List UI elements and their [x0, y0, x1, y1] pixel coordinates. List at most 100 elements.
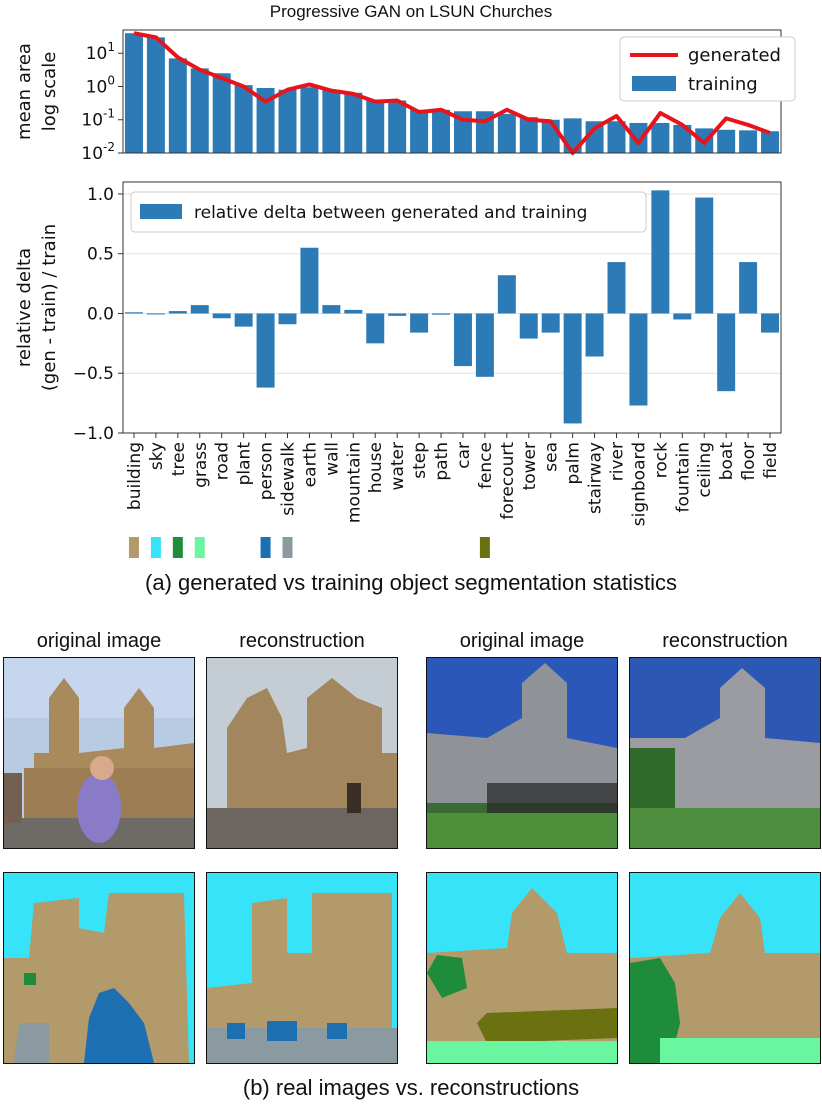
- bar-training-water: [388, 100, 407, 153]
- chart2-frame: [122, 181, 782, 434]
- bar-training-path: [432, 109, 451, 153]
- bar-training-building: [124, 33, 143, 153]
- bar-delta-river: [607, 262, 626, 314]
- bar-delta-house: [366, 313, 385, 344]
- bar-delta-water: [388, 313, 407, 316]
- bar-training-road: [212, 73, 231, 153]
- xtick-label-ceiling: ceiling: [695, 442, 715, 498]
- chart1-log-area: 101 100 10-1 10-2 mean area log scale generate…: [14, 29, 796, 164]
- chart2-relative-delta: 1.0 0.5 0.0 −0.5 −1.0 building sky tree grass roa…: [14, 181, 782, 526]
- legend-generated-label: generated: [688, 45, 781, 66]
- xtick-label-fence: fence: [476, 442, 496, 489]
- xtick-label-path: path: [432, 442, 452, 481]
- bar-delta-sea: [541, 313, 560, 333]
- bar-training-grass: [190, 68, 209, 153]
- segmentation-original-2: [426, 872, 618, 1064]
- xtick-label-wall: wall: [322, 442, 342, 476]
- chart2-ytick-label: −0.5: [73, 364, 114, 384]
- bar-training-river: [607, 121, 626, 153]
- bar-training-boat: [717, 129, 736, 153]
- original-image-2: [426, 657, 618, 849]
- swatch-grass: [194, 537, 205, 558]
- bar-delta-floor: [739, 262, 758, 314]
- reconstruction-image-2: [629, 657, 821, 849]
- bar-delta-ceiling: [695, 197, 714, 314]
- bar-delta-stairway: [585, 313, 604, 357]
- xtick-label-palm: palm: [564, 442, 584, 485]
- bar-delta-boat: [717, 313, 736, 392]
- bar-delta-palm: [563, 313, 582, 424]
- chart2-legend: relative delta between generated and tra…: [130, 191, 647, 233]
- xtick-label-tree: tree: [169, 442, 189, 476]
- original-image-1: [3, 657, 195, 849]
- bar-delta-rock: [651, 190, 670, 314]
- bar-delta-signboard: [629, 313, 648, 406]
- caption-b: (b) real images vs. reconstructions: [242, 1075, 580, 1100]
- bar-training-forecourt: [497, 113, 516, 153]
- bar-delta-sky: [146, 313, 165, 315]
- bar-training-signboard: [629, 122, 648, 153]
- bar-delta-building: [124, 312, 143, 314]
- image-title-3: original image: [459, 630, 585, 652]
- xtick-label-sidewalk: sidewalk: [279, 442, 299, 516]
- legend-training-swatch: [632, 76, 676, 91]
- bar-delta-wall: [322, 305, 341, 314]
- bar-delta-tower: [519, 313, 538, 339]
- chart1-ylabel-line: mean area: [14, 43, 35, 140]
- swatch-building: [128, 537, 139, 558]
- xtick-label-fountain: fountain: [673, 442, 693, 513]
- bar-training-sky: [146, 37, 165, 153]
- bar-delta-forecourt: [497, 275, 516, 314]
- bar-delta-fence: [475, 313, 494, 377]
- bar-delta-person: [256, 313, 275, 388]
- chart2-ytick-label: 0.0: [87, 304, 114, 324]
- bar-delta-sidewalk: [278, 313, 297, 325]
- image-title-1: original image: [36, 630, 162, 652]
- bar-training-plant: [234, 85, 253, 153]
- xtick-label-forecourt: forecourt: [498, 442, 518, 520]
- xtick-label-grass: grass: [191, 442, 211, 488]
- chart2-legend-box: [130, 191, 647, 233]
- chart1-ytick-label: 10-1: [81, 107, 115, 131]
- bar-training-tree: [168, 58, 187, 153]
- chart2-ytick-label: −1.0: [73, 424, 114, 444]
- chart1-title: Progressive GAN on LSUN Churches: [270, 2, 553, 21]
- legend-delta-label: relative delta between generated and tra…: [194, 203, 587, 223]
- bar-training-person: [256, 88, 275, 153]
- bar-training-fountain: [673, 124, 692, 153]
- xtick-label-stairway: stairway: [586, 442, 606, 514]
- chart2-ytick-label: 0.5: [87, 245, 114, 265]
- chart2-ylabel-line: (gen - train) / train: [39, 224, 60, 391]
- xtick-label-sky: sky: [147, 442, 167, 470]
- bar-delta-tree: [168, 311, 187, 314]
- bar-delta-step: [410, 313, 429, 333]
- bar-delta-fountain: [673, 313, 692, 320]
- image-title-4: reconstruction: [662, 630, 788, 652]
- chart1-legend: generated training: [619, 36, 796, 102]
- bar-training-rock: [651, 122, 670, 153]
- swatch-fence: [479, 537, 490, 558]
- bar-delta-grass: [190, 305, 209, 314]
- xtick-label-field: field: [761, 442, 781, 479]
- legend-training-label: training: [688, 74, 758, 95]
- chart1-ytick-label: 100: [86, 73, 115, 97]
- bar-delta-earth: [300, 247, 319, 314]
- chart2-ylabel-line: relative delta: [14, 248, 35, 367]
- bar-delta-plant: [234, 313, 253, 327]
- xtick-label-floor: floor: [739, 442, 759, 481]
- category-color-swatches: [128, 537, 490, 558]
- swatch-person: [260, 537, 271, 558]
- xtick-label-rock: rock: [651, 442, 671, 478]
- xtick-label-person: person: [257, 442, 277, 500]
- xtick-label-tower: tower: [520, 442, 540, 490]
- xtick-label-sea: sea: [542, 442, 562, 472]
- bar-training-mountain: [344, 92, 363, 153]
- bar-training-step: [410, 109, 429, 153]
- caption-a: (a) generated vs training object segment…: [145, 570, 677, 595]
- bar-delta-car: [453, 313, 472, 367]
- bar-training-field: [761, 131, 780, 153]
- chart1-ytick-label: 101: [86, 40, 115, 64]
- segmentation-original-1: [3, 872, 195, 1064]
- xtick-label-building: building: [125, 442, 145, 510]
